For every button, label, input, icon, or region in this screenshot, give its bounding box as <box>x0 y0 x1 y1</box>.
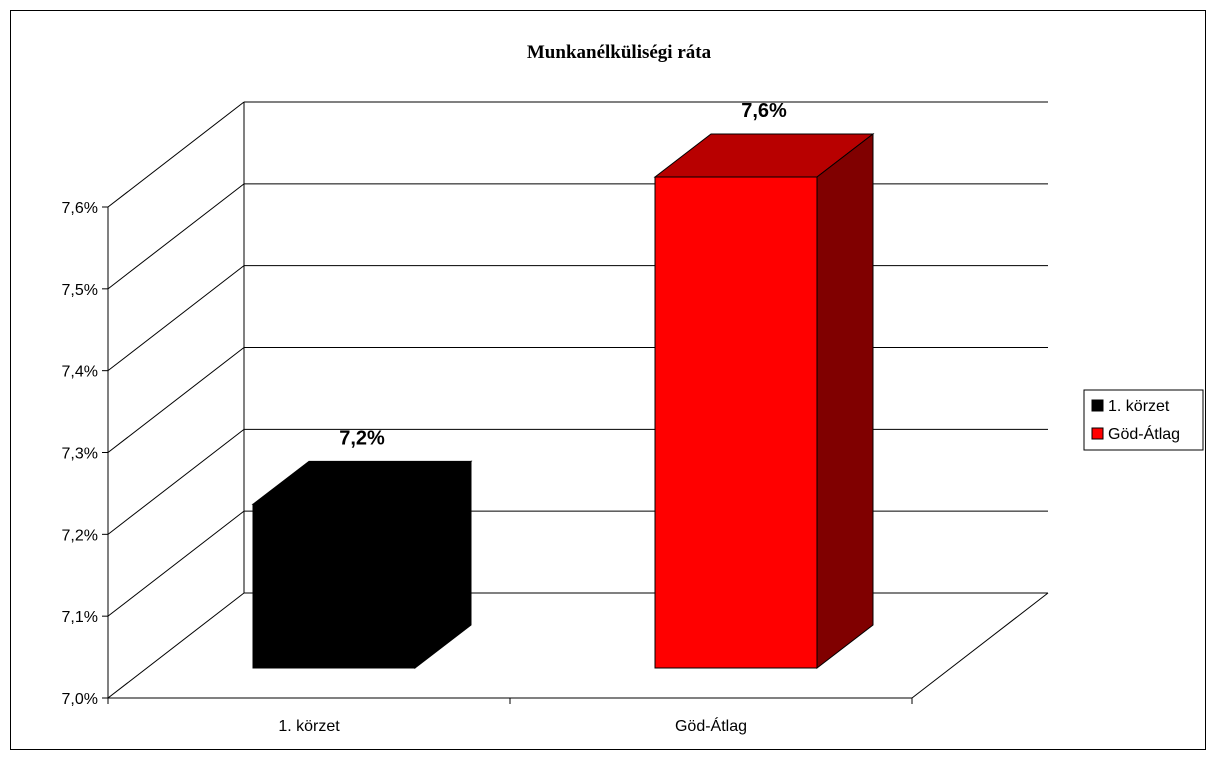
floor-right-edge <box>911 592 1049 699</box>
side-wall-gridline <box>107 101 245 208</box>
bar-front-face <box>252 503 416 669</box>
bar-1 <box>251 460 473 670</box>
y-tick-label: 7,2% <box>62 527 98 544</box>
bars <box>251 132 875 670</box>
data-label: 7,2% <box>339 427 385 449</box>
y-tick-label: 7,4% <box>62 364 98 381</box>
legend-box <box>1083 389 1204 451</box>
y-axis-ticks: 7,0% 7,1% 7,2% 7,3% 7,4% 7,5% 7,6% <box>62 200 108 708</box>
y-tick-label: 7,0% <box>62 691 98 708</box>
chart-title: Munkanélküliségi ráta <box>527 42 712 63</box>
side-wall-gridline <box>107 183 245 290</box>
bar-2 <box>653 132 875 670</box>
x-axis-ticks: 1. körzet Göd-Átlag <box>107 698 913 735</box>
gridlines <box>107 101 1048 699</box>
bar-side-face <box>816 132 874 670</box>
data-label: 7,6% <box>741 100 787 122</box>
side-wall-gridline <box>107 265 245 372</box>
bar-front-face <box>654 176 818 669</box>
data-labels: 7,2% 7,6% <box>339 100 787 449</box>
legend-swatch-1 <box>1091 399 1104 412</box>
side-wall-gridline <box>107 428 245 535</box>
side-wall-gridline <box>107 510 245 617</box>
side-wall-gridline <box>107 592 245 699</box>
bar-side-face <box>414 460 472 670</box>
x-tick-label: 1. körzet <box>278 718 340 735</box>
y-tick-label: 7,6% <box>62 200 98 217</box>
side-wall-gridline <box>107 347 245 453</box>
chart-frame <box>10 10 1206 750</box>
legend-label-2: Göd-Átlag <box>1108 424 1180 443</box>
y-tick-label: 7,1% <box>62 609 98 626</box>
x-tick-label: Göd-Átlag <box>675 716 747 735</box>
legend-swatch-2 <box>1091 427 1104 440</box>
chart-walls <box>107 102 1049 699</box>
y-tick-label: 7,5% <box>62 282 98 299</box>
y-tick-label: 7,3% <box>62 446 98 463</box>
legend: 1. körzet Göd-Átlag <box>1083 389 1204 451</box>
legend-label-1: 1. körzet <box>1108 398 1170 415</box>
